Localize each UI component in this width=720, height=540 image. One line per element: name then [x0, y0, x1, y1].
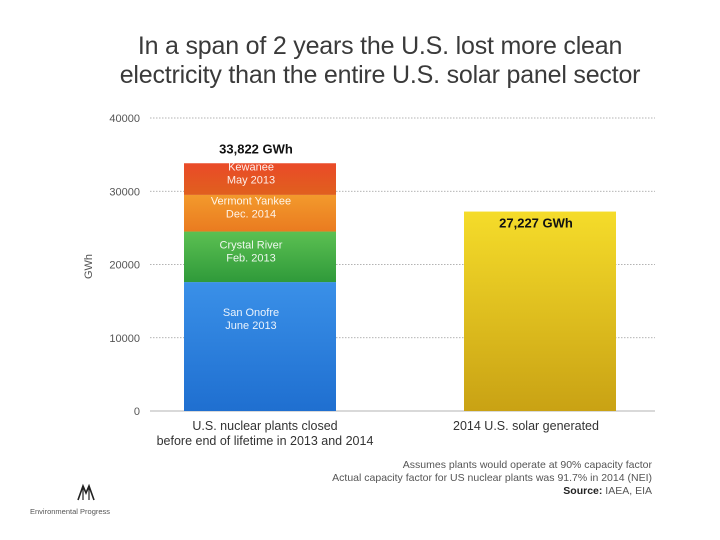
y-tick-label: 10000	[109, 333, 140, 345]
bar-segment	[184, 282, 336, 411]
y-axis-ticks: 0 10000 20000 30000 40000	[109, 113, 140, 418]
y-tick-label: 20000	[109, 260, 140, 272]
footnote-line-2: Actual capacity factor for US nuclear pl…	[332, 472, 652, 484]
y-tick-label: 40000	[109, 113, 140, 125]
bar-segment	[184, 163, 336, 195]
footnote: Assumes plants would operate at 90% capa…	[332, 459, 652, 498]
bar-total-label: 33,822 GWh	[219, 141, 293, 156]
bar-segment	[464, 211, 616, 411]
segment-label: Kewanee	[228, 162, 274, 174]
source-value: IAEA, EIA	[602, 485, 652, 497]
chart-title-line-1: In a span of 2 years the U.S. lost more …	[137, 32, 623, 60]
source-label: Source:	[563, 485, 603, 497]
tree-logo-icon	[77, 483, 95, 501]
y-axis-title: GWh	[83, 254, 95, 279]
chart-title: In a span of 2 years the U.S. lost more …	[0, 32, 720, 90]
x-category-label: 2014 U.S. solar generated	[453, 419, 599, 433]
y-tick-label: 30000	[109, 186, 140, 198]
bar-segment	[184, 194, 336, 232]
segment-label: Feb. 2013	[226, 252, 276, 264]
segment-label: May 2013	[227, 175, 275, 187]
bars	[184, 163, 616, 411]
chart-title-line-2: electricity than the entire U.S. solar p…	[119, 61, 641, 89]
footnote-line-1: Assumes plants would operate at 90% capa…	[402, 459, 652, 471]
segment-label: Vermont Yankee	[211, 196, 291, 208]
logo-label: Environmental Progress	[30, 507, 111, 516]
segment-label: June 2013	[225, 320, 276, 332]
bar-segment	[184, 231, 336, 283]
segment-label: San Onofre	[223, 307, 279, 319]
source-line: Source: IAEA, EIA	[332, 485, 652, 498]
x-category-label: before end of lifetime in 2013 and 2014	[157, 434, 374, 448]
y-axis-label: GWh	[83, 254, 95, 279]
x-category-label: U.S. nuclear plants closed	[192, 419, 337, 433]
environmental-progress-logo: Environmental Progress	[30, 482, 140, 516]
bar-total-label: 27,227 GWh	[499, 216, 573, 231]
segment-label: Dec. 2014	[226, 209, 276, 221]
segment-label: Crystal River	[220, 239, 283, 251]
y-tick-label: 0	[134, 406, 140, 418]
